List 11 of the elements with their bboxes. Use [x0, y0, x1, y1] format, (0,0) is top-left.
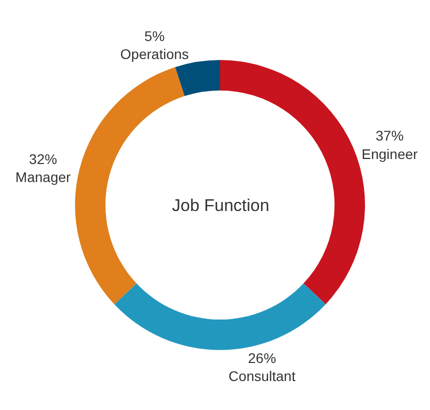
donut-slice [114, 283, 326, 350]
text: Job Function [172, 196, 270, 215]
slice-label: Manager [15, 168, 72, 185]
data-label: 5% [144, 28, 165, 44]
data-label: 37% [376, 128, 404, 144]
data-label: 32% [29, 150, 58, 167]
slice-label: Engineer [362, 146, 418, 162]
donut-slice [175, 60, 220, 96]
slice-label: Operations [120, 46, 189, 62]
data-label: 26% [248, 350, 276, 366]
slice-label: Consultant [228, 368, 296, 384]
